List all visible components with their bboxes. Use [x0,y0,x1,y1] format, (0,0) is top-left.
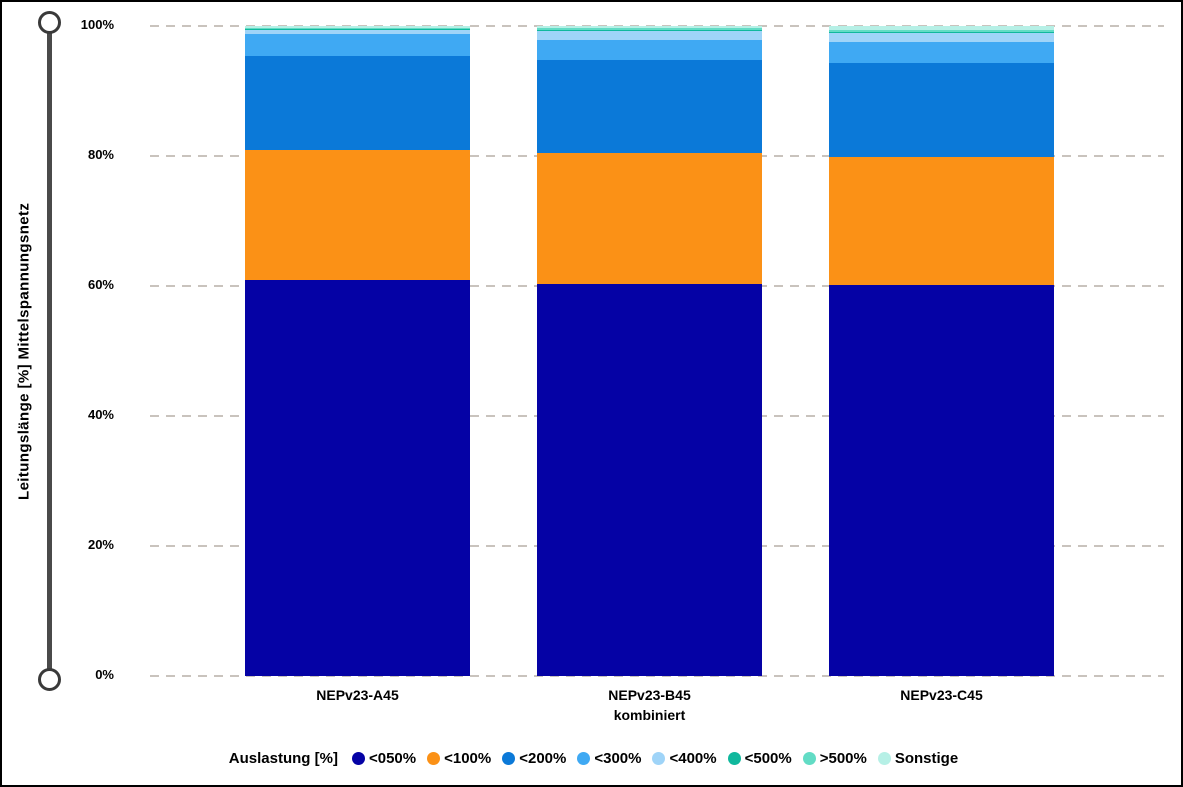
legend-item-<100%[interactable]: <100% [427,750,491,767]
gridline-0 [150,675,1164,677]
bar-segment-NEPv23-B45-<050%[interactable] [537,284,762,676]
legend-item-label: <400% [669,749,717,767]
legend-item-label: <500% [744,749,792,767]
bar-segment-NEPv23-A45-<400%[interactable] [245,29,470,34]
axis-range-slider-handle-bottom[interactable] [38,668,61,691]
legend-item-<300%[interactable]: <300% [577,750,641,767]
legend-item-label: <300% [594,749,642,767]
bar-segment-NEPv23-B45-<400%[interactable] [537,30,762,40]
x-axis-label-NEPv23-A45: NEPv23-A45 [316,687,399,703]
legend-item-Sonstige[interactable]: Sonstige [877,749,959,767]
legend-swatch-icon [502,751,516,765]
x-axis-label-NEPv23-B45: NEPv23-B45 kombiniert [608,687,691,723]
axis-range-slider-handle-top[interactable] [38,11,61,34]
y-tick-label-40: 40% [87,407,114,422]
bar-segment-NEPv23-C45-<300%[interactable] [829,41,1054,64]
bar-segment-NEPv23-A45-<200%[interactable] [245,55,470,150]
legend-swatch-icon [877,751,891,765]
y-tick-label-100: 100% [80,17,114,32]
bar-segment-NEPv23-B45-Sonstige[interactable] [537,26,762,29]
y-tick-label-0: 0% [95,667,114,682]
legend-swatch-icon [577,751,591,765]
legend-item-label: <100% [444,749,492,767]
legend-swatch-icon [652,751,666,765]
bar-segment-NEPv23-A45-<100%[interactable] [245,149,470,280]
bar-segment-NEPv23-C45-Sonstige[interactable] [829,26,1054,30]
legend-item-label: <200% [519,749,567,767]
legend-swatch-icon [727,751,741,765]
legend-item-label: Sonstige [894,749,959,767]
legend-item-label: <050% [368,749,417,767]
legend-item->500%[interactable]: >500% [802,749,867,767]
legend-item-<500%[interactable]: <500% [727,749,792,767]
legend-item-<400%[interactable]: <400% [652,749,717,767]
stacked-bar-NEPv23-C45 [829,26,1054,676]
bar-segment-NEPv23-B45-<500%[interactable] [537,29,762,31]
bar-segment-NEPv23-A45->500%[interactable] [245,27,470,29]
legend-item-<050%[interactable]: <050% [351,749,417,767]
bar-segment-NEPv23-C45-<400%[interactable] [829,32,1054,42]
gridline-100 [150,25,1164,27]
bar-segment-NEPv23-A45-<500%[interactable] [245,28,470,30]
stacked-bar-NEPv23-A45 [245,26,470,676]
legend: Auslastung [%] <050% <100% <200% <300% <400%… [2,744,1181,772]
bar-segment-NEPv23-A45-<300%[interactable] [245,33,470,56]
legend-title: Auslastung [%] [228,749,338,767]
bar-segment-NEPv23-B45-<200%[interactable] [537,60,762,154]
bar-segment-NEPv23-C45-<050%[interactable] [829,284,1054,676]
bar-segment-NEPv23-C45-<100%[interactable] [829,156,1054,285]
x-axis-label-NEPv23-C45: NEPv23-C45 [900,687,983,703]
bar-segment-NEPv23-C45-<500%[interactable] [829,31,1054,33]
legend-swatch-icon [351,751,365,765]
bar-segment-NEPv23-B45-<300%[interactable] [537,39,762,61]
bar-segment-NEPv23-B45->500%[interactable] [537,28,762,30]
y-tick-label-80: 80% [87,147,114,162]
legend-item-label: >500% [819,749,867,767]
axis-range-slider-track[interactable] [47,22,52,679]
legend-swatch-icon [427,751,441,765]
bar-segment-NEPv23-A45-Sonstige[interactable] [245,26,470,28]
y-tick-label-20: 20% [87,537,114,552]
bar-segment-NEPv23-A45-<050%[interactable] [245,279,470,676]
bar-segment-NEPv23-B45-<100%[interactable] [537,153,762,285]
bar-segment-NEPv23-C45-<200%[interactable] [829,63,1054,157]
legend-swatch-icon [802,751,816,765]
stacked-bar-NEPv23-B45 [537,26,762,676]
y-tick-label-60: 60% [87,277,114,292]
legend-item-<200%[interactable]: <200% [502,750,566,767]
bar-segment-NEPv23-C45->500%[interactable] [829,29,1054,32]
